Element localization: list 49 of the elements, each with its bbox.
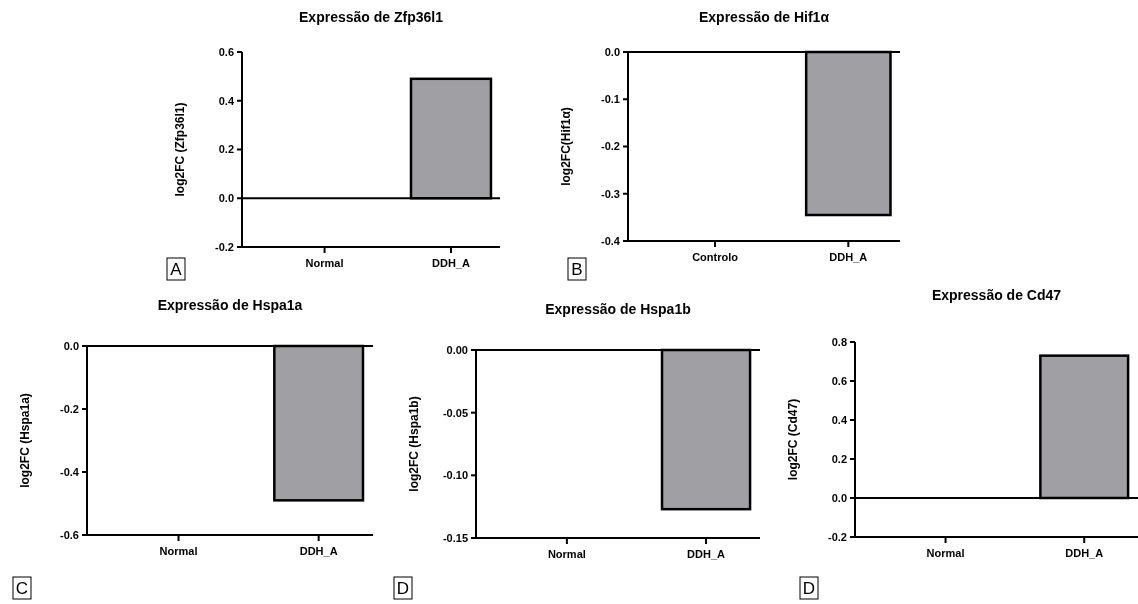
y-axis-title: log2FC (Hspa1a) <box>18 393 32 488</box>
text: A <box>170 260 183 279</box>
y-tick-label: 0.2 <box>218 143 234 156</box>
y-axis-title: log2FC (Hspa1b) <box>407 396 421 492</box>
chart-title: Expressão de Hspa1a <box>157 297 303 313</box>
y-tick-label: -0.3 <box>601 187 620 200</box>
y-tick-label: -0.2 <box>215 240 234 253</box>
text: D <box>396 579 410 598</box>
y-tick-label: -0.10 <box>442 469 468 482</box>
x-tick-label: DDH_A <box>1065 547 1104 559</box>
y-tick-label: 0.4 <box>831 413 848 426</box>
x-tick-label: DDH_A <box>829 251 868 263</box>
y-axis-title: log2FC (Zfp36l1) <box>173 102 187 197</box>
y-tick-label: -0.2 <box>60 402 79 415</box>
x-tick-label: DDH_A <box>432 257 470 269</box>
y-tick-label: 0.0 <box>831 491 847 504</box>
y-tick-label: -0.05 <box>442 406 468 419</box>
y-tick-label: -0.1 <box>601 93 620 106</box>
y-tick-label: 0.2 <box>831 452 847 465</box>
x-tick-label: Normal <box>547 548 586 560</box>
y-tick-label: 0.0 <box>218 192 234 205</box>
y-tick-label: 0.6 <box>218 45 234 58</box>
y-tick-label: -0.2 <box>601 140 620 153</box>
y-axis-title: log2FC(Hif1α) <box>559 107 573 186</box>
x-tick-label: Normal <box>926 547 965 559</box>
chart-title: Expressão de Zfp36l1 <box>299 9 444 25</box>
x-tick-label: Normal <box>305 257 344 269</box>
y-tick-label: -0.15 <box>442 531 468 544</box>
text: C <box>15 579 29 598</box>
x-tick-label: Normal <box>159 545 198 557</box>
y-tick-label: 0.00 <box>446 343 468 356</box>
chart-title: Expressão de Cd47 <box>931 287 1062 303</box>
chart-title: Expressão de Hspa1b <box>545 301 691 317</box>
y-tick-label: -0.2 <box>828 530 847 543</box>
y-tick-label: -0.4 <box>60 465 80 478</box>
chart-title: Expressão de Hif1α <box>699 9 830 25</box>
text: D <box>802 579 816 598</box>
y-tick-label: 0.4 <box>218 94 235 107</box>
y-tick-label: 0.0 <box>63 339 79 352</box>
y-tick-label: 0.6 <box>831 374 847 387</box>
x-tick-label: Controlo <box>692 251 739 263</box>
y-tick-label: 0.0 <box>604 45 620 58</box>
x-tick-label: DDH_A <box>299 545 338 557</box>
y-tick-label: -0.4 <box>601 234 621 247</box>
y-axis-title: log2FC (Cd47) <box>786 398 800 481</box>
y-tick-label: -0.6 <box>60 528 79 541</box>
y-tick-label: 0.8 <box>831 335 847 348</box>
text: B <box>571 260 583 279</box>
x-tick-label: DDH_A <box>687 548 726 560</box>
